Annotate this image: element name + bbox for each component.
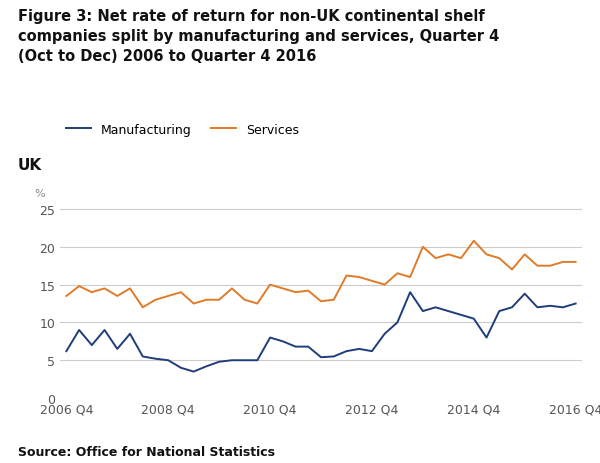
Services [470,238,478,244]
Services [88,290,95,295]
Manufacturing [178,365,185,371]
Manufacturing [76,327,83,333]
Line: Manufacturing: Manufacturing [67,293,575,372]
Services [127,286,134,292]
Manufacturing [254,358,261,363]
Manufacturing [228,358,235,363]
Manufacturing [445,309,452,314]
Manufacturing [317,355,325,360]
Manufacturing [394,320,401,325]
Manufacturing [241,358,248,363]
Manufacturing [572,301,579,307]
Manufacturing [279,339,286,344]
Services [113,294,121,299]
Services [215,297,223,303]
Manufacturing [419,309,427,314]
Manufacturing [483,335,490,341]
Services [343,273,350,279]
Services [356,275,363,280]
Manufacturing [521,291,529,297]
Services [178,290,185,295]
Manufacturing [215,359,223,365]
Services [266,282,274,288]
Services [445,252,452,257]
Services [534,263,541,269]
Text: UK: UK [18,157,42,172]
Manufacturing [559,305,566,310]
Services [330,297,337,303]
Services [559,260,566,265]
Services [101,286,108,292]
Services [407,275,414,280]
Services [292,290,299,295]
Services [279,286,286,292]
Services [368,278,376,284]
Services [152,297,159,303]
Text: Figure 3: Net rate of return for non-UK continental shelf
companies split by man: Figure 3: Net rate of return for non-UK … [18,9,499,64]
Manufacturing [381,331,388,337]
Manufacturing [203,364,210,369]
Manufacturing [547,303,554,309]
Manufacturing [139,354,146,359]
Manufacturing [190,369,197,375]
Services [419,244,427,250]
Services [203,297,210,303]
Text: %: % [35,188,45,198]
Services [508,267,515,273]
Manufacturing [101,327,108,333]
Services [496,256,503,262]
Services [572,260,579,265]
Manufacturing [88,343,95,348]
Legend: Manufacturing, Services: Manufacturing, Services [66,123,299,136]
Manufacturing [457,313,464,318]
Manufacturing [330,354,337,359]
Manufacturing [534,305,541,310]
Manufacturing [305,344,312,350]
Manufacturing [266,335,274,341]
Manufacturing [292,344,299,350]
Services [76,284,83,289]
Text: Source: Office for National Statistics: Source: Office for National Statistics [18,445,275,458]
Manufacturing [496,309,503,314]
Line: Services: Services [67,241,575,307]
Services [305,288,312,294]
Services [228,286,235,292]
Manufacturing [127,331,134,337]
Manufacturing [407,290,414,295]
Services [190,301,197,307]
Manufacturing [508,305,515,310]
Services [483,252,490,257]
Manufacturing [63,349,70,354]
Services [139,305,146,310]
Manufacturing [164,358,172,363]
Services [317,299,325,304]
Manufacturing [152,356,159,362]
Services [394,271,401,276]
Services [432,256,439,262]
Services [241,297,248,303]
Services [164,294,172,299]
Services [457,256,464,262]
Manufacturing [356,346,363,352]
Services [521,252,529,257]
Manufacturing [113,346,121,352]
Manufacturing [343,349,350,354]
Services [547,263,554,269]
Services [63,294,70,299]
Services [381,282,388,288]
Manufacturing [432,305,439,310]
Manufacturing [368,349,376,354]
Manufacturing [470,316,478,322]
Services [254,301,261,307]
